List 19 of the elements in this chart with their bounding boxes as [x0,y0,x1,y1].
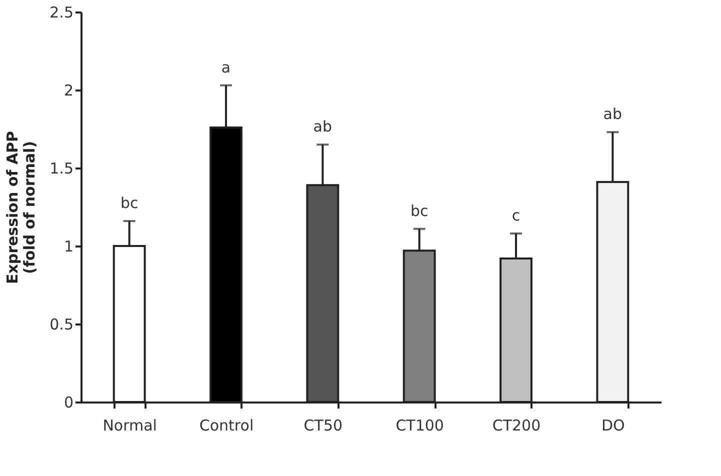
annotation: ab [603,105,622,124]
x-tick-label: Control [199,416,254,434]
annotation: c [512,206,520,225]
x-tick-label: DO [601,416,625,434]
x-tick-label: CT100 [396,416,444,434]
y-tick-label: 2 [64,82,74,100]
y-tick-label: 1.5 [50,160,74,178]
annotation: ab [313,118,332,136]
annotation: bc [120,194,138,212]
y-axis-title: Expression of APP (fold of normal) [4,130,39,284]
y-tick-label: 0 [64,394,74,412]
x-tick-label: CT200 [492,416,541,434]
y-tick-label: 1 [64,238,74,256]
y-tick-label: 0.5 [50,316,74,334]
annotation: a [221,58,231,76]
y-tick-label: 2.5 [50,4,74,22]
x-tick-label: CT50 [304,416,343,434]
x-tick-label: Normal [102,416,157,434]
annotation: bc [410,202,428,220]
